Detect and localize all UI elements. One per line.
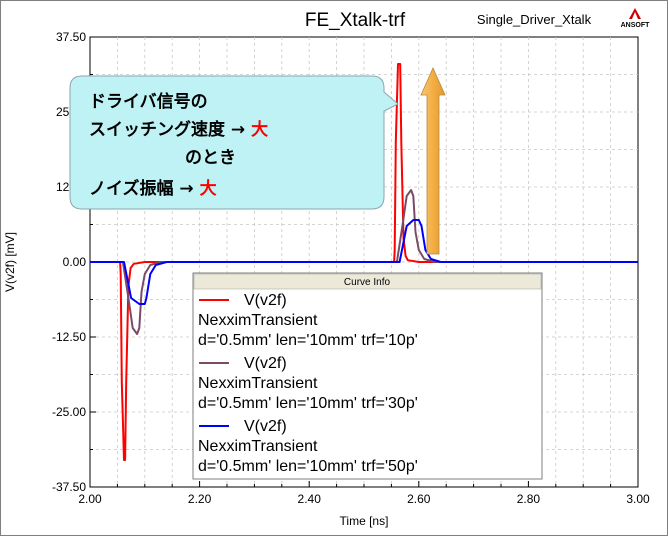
- y-tick-label: -37.50: [52, 480, 86, 494]
- callout-shape: [69, 75, 399, 210]
- x-axis-label: Time [ns]: [340, 514, 389, 528]
- x-axis-ticks: 2.00 2.20 2.40 2.60 2.80 3.00: [78, 481, 650, 506]
- callout-line-1: ドライバ信号の: [89, 91, 208, 112]
- x-tick-label: 2.20: [188, 492, 212, 506]
- legend-sweep-2: NexximTransient: [198, 375, 318, 392]
- legend-params-3: d='0.5mm' len='10mm' trf='50p': [198, 458, 418, 475]
- increase-arrow-icon: [420, 67, 446, 255]
- y-tick-label: 37.50: [56, 30, 86, 44]
- legend[interactable]: Curve Info V(v2f) NexximTransient d='0.5mm…: [192, 272, 543, 480]
- y-tick-label: -12.50: [52, 330, 86, 344]
- legend-title: Curve Info: [344, 277, 391, 288]
- legend-params-1: d='0.5mm' len='10mm' trf='10p': [198, 332, 418, 349]
- legend-name-1: V(v2f): [244, 292, 287, 309]
- legend-box: [192, 272, 543, 480]
- legend-name-2: V(v2f): [244, 355, 287, 372]
- series-group: [90, 63, 638, 461]
- ansoft-logo: ANSOFT: [621, 8, 651, 29]
- legend-sweep-1: NexximTransient: [198, 312, 318, 329]
- callout-line-2-accent: 大: [251, 119, 268, 140]
- legend-sweep-3: NexximTransient: [198, 438, 318, 455]
- legend-name-3: V(v2f): [244, 418, 287, 435]
- x-tick-label: 3.00: [626, 492, 650, 506]
- chart-title: FE_Xtalk-trf: [305, 10, 406, 31]
- x-tick-label: 2.80: [517, 492, 541, 506]
- callout-line-2-prefix: スイッチング速度 →: [89, 119, 251, 140]
- series-line-3: [90, 219, 638, 305]
- logo-text: ANSOFT: [621, 22, 651, 29]
- legend-titlebar[interactable]: [193, 273, 542, 290]
- x-tick-label: 2.00: [78, 492, 102, 506]
- callout-line-4-prefix: ノイズ振幅 →: [89, 178, 200, 199]
- chart-subtitle: Single_Driver_Xtalk: [477, 12, 592, 27]
- callout-line-3: のとき: [185, 148, 236, 168]
- callout-line-4: ノイズ振幅 → 大: [89, 178, 217, 199]
- legend-entries: V(v2f) NexximTransient d='0.5mm' len='10mm…: [198, 292, 418, 475]
- y-tick-label: -25.00: [52, 405, 86, 419]
- callout-line-2: スイッチング速度 → 大: [89, 119, 268, 140]
- y-tick-label: 0.00: [63, 255, 87, 269]
- y-axis-label: V(v2f) [mV]: [3, 232, 17, 292]
- legend-params-2: d='0.5mm' len='10mm' trf='30p': [198, 395, 418, 412]
- x-tick-label: 2.40: [298, 492, 322, 506]
- callout-bubble: ドライバ信号の スイッチング速度 → 大 のとき ノイズ振幅 → 大: [69, 75, 399, 210]
- x-tick-label: 2.60: [407, 492, 431, 506]
- callout-line-4-accent: 大: [200, 178, 217, 199]
